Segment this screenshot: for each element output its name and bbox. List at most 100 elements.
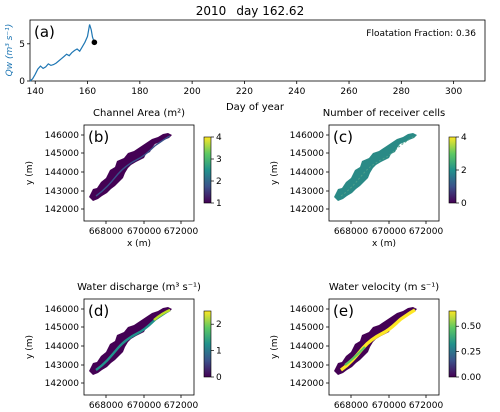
y-tick-label: 146000 [45, 131, 80, 141]
colorbar-tick-label: 0.25 [461, 348, 481, 358]
panel-a-axes-frame [29, 19, 486, 82]
panel-c-map: Number of receiver cells (c) 668000 670000 6… [270, 108, 467, 249]
x-tick-label: 670000 [127, 401, 162, 411]
map-axes-frame [328, 124, 440, 222]
panel-e-title: Water velocity (m s⁻¹) [329, 282, 439, 293]
current-day-marker [91, 39, 98, 46]
panel-a-yticks: 05 [19, 40, 30, 87]
velocity-channel-mid [344, 346, 366, 366]
panel-e-map: Water velocity (m s⁻¹) (e) 668000 670000 672… [270, 282, 481, 411]
x-tick-label: 672000 [164, 227, 199, 237]
y-tick-label: 145000 [45, 323, 80, 333]
x-tick-label: 280 [393, 87, 410, 97]
y-tick-label: 143000 [45, 361, 80, 371]
x-tick-label: 668000 [334, 227, 369, 237]
colorbar-tick-label: 3 [216, 155, 222, 165]
x-tick-label: 672000 [409, 401, 444, 411]
y-tick-label: 146000 [290, 305, 325, 315]
x-tick-label: 220 [236, 87, 253, 97]
y-tick-label: 144000 [45, 342, 80, 352]
map-axes-frame [83, 298, 195, 396]
y-tick-label: 143000 [290, 361, 325, 371]
y-tick-label: 143000 [290, 187, 325, 197]
x-tick-label: 668000 [334, 401, 369, 411]
colorbar-tick-label: 2 [216, 320, 222, 330]
panel-c-label: (c) [333, 128, 353, 146]
y-tick-label: 142000 [45, 379, 80, 389]
channel-line [95, 135, 171, 197]
map-ylabel: y (m) [270, 161, 280, 185]
x-tick-label: 200 [184, 87, 201, 97]
colorbar [203, 136, 212, 204]
x-tick-label: 668000 [89, 227, 124, 237]
panel-a-label: (a) [34, 23, 55, 41]
x-tick-label: 260 [340, 87, 357, 97]
map-ylabel: y (m) [25, 335, 35, 359]
panel-a-xlabel: Day of year [226, 102, 285, 113]
x-tick-label: 672000 [164, 401, 199, 411]
x-tick-label: 140 [27, 87, 44, 97]
colorbar-tick-label: 1 [216, 347, 222, 357]
panel-a-timeseries: (a) Floatation Fraction: 0.36 Qw (m³ s⁻¹… [5, 19, 486, 113]
colorbar-tick-label: 0 [461, 199, 467, 209]
x-tick-label: 670000 [372, 401, 407, 411]
colorbar-tick-label: 4 [461, 133, 467, 143]
y-tick-label: 0 [19, 77, 25, 87]
y-tick-label: 145000 [45, 149, 80, 159]
panel-a-series [29, 24, 98, 82]
map-axes-frame [328, 298, 440, 396]
panel-a-xticks: 140 160 180 200 220 240 260 280 300 [27, 81, 462, 97]
colorbar-tick-label: 0.50 [461, 322, 481, 332]
y-tick-label: 144000 [45, 168, 80, 178]
x-tick-label: 670000 [127, 227, 162, 237]
y-tick-label: 142000 [45, 205, 80, 215]
panel-b-title: Channel Area (m²) [93, 108, 185, 119]
map-ylabel: y (m) [270, 335, 280, 359]
y-tick-label: 145000 [290, 323, 325, 333]
y-tick-label: 145000 [290, 149, 325, 159]
colorbar [448, 310, 457, 378]
y-tick-label: 144000 [290, 168, 325, 178]
y-tick-label: 146000 [45, 305, 80, 315]
map-axes-frame [83, 124, 195, 222]
x-tick-label: 240 [288, 87, 305, 97]
map-panels: Channel Area (m²)(b)668000 670000 672000x … [25, 108, 481, 411]
panel-d-title: Water discharge (m³ s⁻¹) [77, 282, 201, 293]
colorbar-tick-label: 1 [216, 199, 222, 209]
colorbar-tick-label: 0.00 [461, 373, 481, 383]
map-ylabel: y (m) [25, 161, 35, 185]
x-tick-label: 670000 [372, 227, 407, 237]
y-tick-label: 146000 [290, 131, 325, 141]
x-tick-label: 668000 [89, 401, 124, 411]
x-tick-label: 672000 [409, 227, 444, 237]
receiver-cells-pattern [340, 135, 416, 197]
floatation-fraction-annotation: Floatation Fraction: 0.36 [366, 29, 476, 39]
colorbar [203, 310, 212, 378]
x-tick-label: 180 [131, 87, 148, 97]
panel-d-map: Water discharge (m³ s⁻¹) (d) 668000 670000 6… [25, 282, 222, 411]
y-tick-label: 142000 [290, 205, 325, 215]
y-tick-label: 143000 [45, 187, 80, 197]
y-tick-label: 144000 [290, 342, 325, 352]
panel-a-ylabel: Qw (m³ s⁻¹) [5, 24, 15, 77]
discharge-channel-high [153, 308, 171, 321]
panel-e-label: (e) [333, 302, 354, 320]
map-xlabel: x (m) [372, 239, 396, 249]
x-tick-label: 160 [79, 87, 96, 97]
figure-title: 2010 day 162.62 [196, 4, 304, 18]
panel-c-title: Number of receiver cells [323, 108, 445, 119]
panel-b-map: Channel Area (m²) (b) 668000 670000 672000 x … [25, 108, 222, 249]
colorbar-tick-label: 2 [216, 177, 222, 187]
colorbar-tick-label: 4 [216, 133, 222, 143]
colorbar-tick-label: 0 [216, 373, 222, 383]
colorbar [448, 136, 457, 204]
panel-d-label: (d) [88, 302, 109, 320]
y-tick-label: 5 [19, 40, 25, 50]
x-tick-label: 300 [445, 87, 462, 97]
map-xlabel: x (m) [127, 239, 151, 249]
discharge-series-line [29, 24, 95, 82]
panel-b-label: (b) [88, 128, 109, 146]
colorbar-tick-label: 2 [461, 166, 467, 176]
y-tick-label: 142000 [290, 379, 325, 389]
